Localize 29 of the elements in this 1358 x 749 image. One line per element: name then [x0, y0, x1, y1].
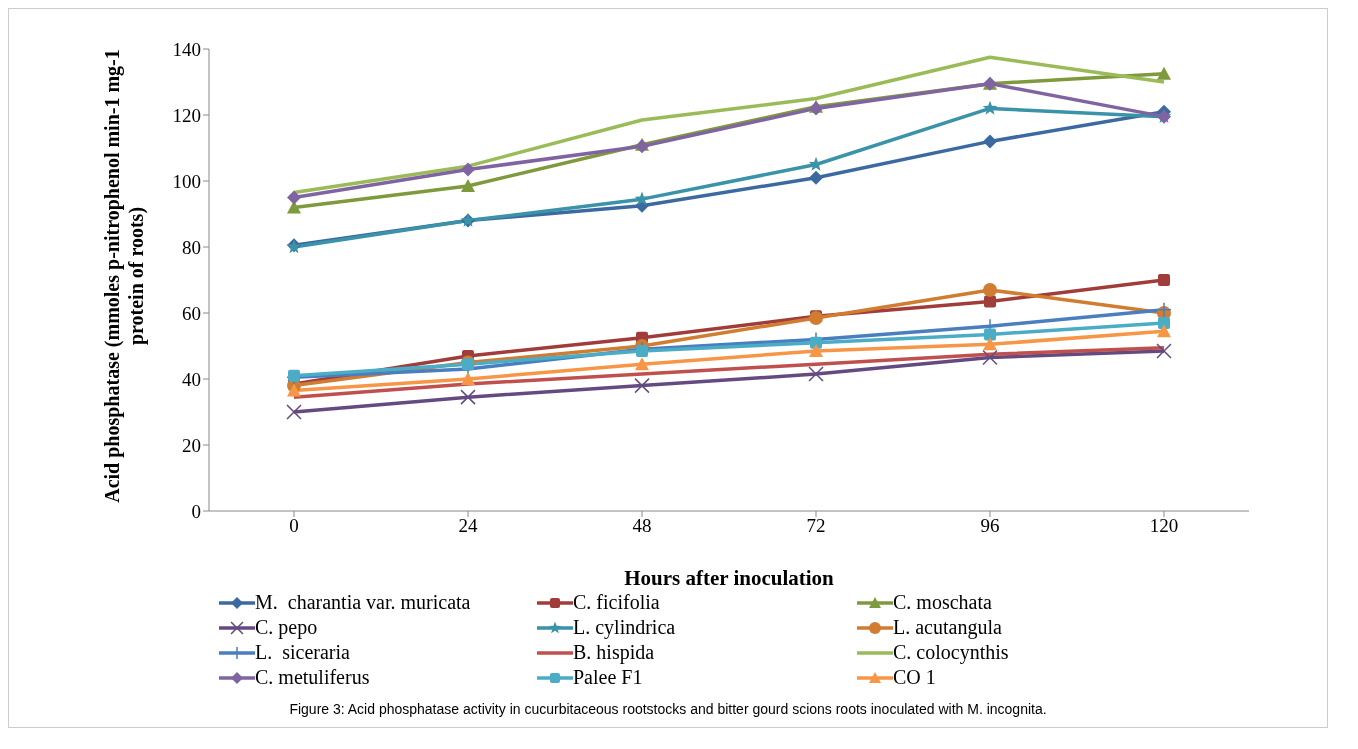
- y-tick-label: 0: [191, 500, 201, 522]
- x-tick-label: 120: [1149, 515, 1179, 537]
- y-tick-label: 80: [182, 236, 201, 258]
- legend-label: C. colocynthis: [893, 641, 1009, 664]
- x-tick-label: 48: [632, 515, 652, 537]
- x-tick-label: 72: [806, 515, 826, 537]
- x-axis-title: Hours after inoculation: [624, 566, 835, 590]
- y-tick-label: 140: [172, 38, 201, 60]
- y-tick-label: 20: [182, 434, 201, 456]
- legend-label: C. ficifolia: [573, 591, 660, 614]
- x-tick-label: 0: [289, 515, 299, 537]
- legend-label: B. hispida: [573, 641, 655, 664]
- legend-label: L. acutangula: [893, 616, 1002, 639]
- legend-label: C. metuliferus: [255, 666, 370, 689]
- legend-label: Palee F1: [573, 666, 643, 689]
- caption: Figure 3: Acid phosphatase activity in cucurbitaceous rootstocks and bitter gourd scions roots inoculated with M. incognita.: [288, 701, 1048, 717]
- y-tick-label: 60: [182, 302, 201, 324]
- x-tick-label: 24: [458, 515, 478, 537]
- y-tick-label: 40: [182, 368, 201, 390]
- legend-label: C. pepo: [255, 616, 318, 639]
- y-tick-label: 120: [172, 104, 201, 126]
- y-tick-label: 100: [172, 170, 201, 192]
- legend-label: M. charantia var. muricata: [255, 591, 471, 614]
- y-axis-title: Acid phosphatase (mmoles p-nitrophenol min-1 mg-1 protein of roots): [100, 48, 148, 505]
- legend-label: C. moschata: [893, 591, 992, 614]
- x-tick-label: 96: [980, 515, 1000, 537]
- legend-label: L. siceraria: [255, 641, 350, 664]
- legend-label: CO 1: [893, 666, 936, 689]
- legend-label: L. cylindrica: [573, 616, 676, 639]
